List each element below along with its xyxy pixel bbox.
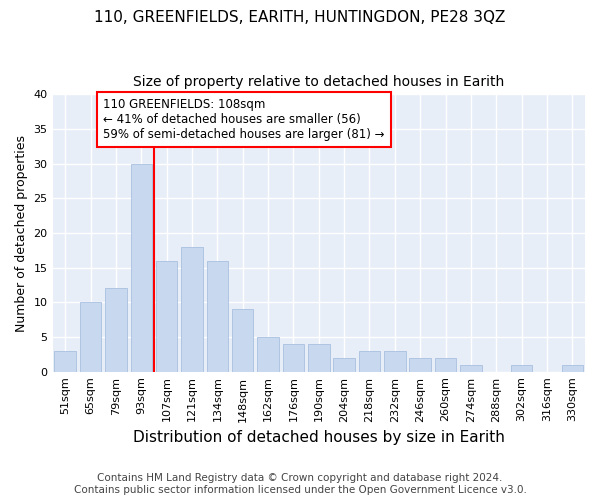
Bar	[80, 302, 101, 372]
Bar	[562, 364, 583, 372]
Bar	[105, 288, 127, 372]
Text: Contains HM Land Registry data © Crown copyright and database right 2024.
Contai: Contains HM Land Registry data © Crown c…	[74, 474, 526, 495]
Bar	[206, 260, 228, 372]
Bar	[359, 351, 380, 372]
Bar	[384, 351, 406, 372]
Bar	[55, 351, 76, 372]
Bar	[308, 344, 329, 372]
X-axis label: Distribution of detached houses by size in Earith: Distribution of detached houses by size …	[133, 430, 505, 445]
Bar	[511, 364, 532, 372]
Bar	[232, 310, 253, 372]
Y-axis label: Number of detached properties: Number of detached properties	[15, 134, 28, 332]
Bar	[435, 358, 457, 372]
Bar	[334, 358, 355, 372]
Bar	[181, 247, 203, 372]
Text: 110, GREENFIELDS, EARITH, HUNTINGDON, PE28 3QZ: 110, GREENFIELDS, EARITH, HUNTINGDON, PE…	[94, 10, 506, 25]
Bar	[409, 358, 431, 372]
Title: Size of property relative to detached houses in Earith: Size of property relative to detached ho…	[133, 75, 505, 89]
Bar	[283, 344, 304, 372]
Bar	[131, 164, 152, 372]
Bar	[156, 260, 178, 372]
Text: 110 GREENFIELDS: 108sqm
← 41% of detached houses are smaller (56)
59% of semi-de: 110 GREENFIELDS: 108sqm ← 41% of detache…	[103, 98, 385, 141]
Bar	[257, 337, 279, 372]
Bar	[460, 364, 482, 372]
